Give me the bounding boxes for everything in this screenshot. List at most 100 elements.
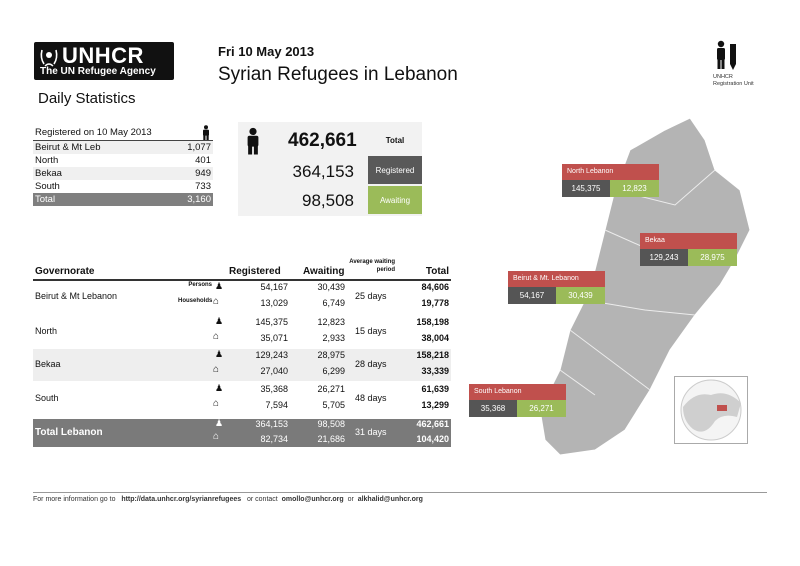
registered-value: 364,153 (292, 162, 354, 181)
footer-email-2[interactable]: alkhalid@unhcr.org (357, 496, 423, 503)
reg-unit-line-2: Registration Unit (713, 81, 754, 87)
households-total: 13,299 (421, 400, 449, 410)
household-icon: ⌂ (213, 431, 220, 442)
persons-registered: 145,375 (255, 317, 288, 327)
governorate-name: Beirut & Mt Lebanon (35, 291, 118, 301)
report-date: Fri 10 May 2013 (218, 44, 315, 59)
footer-divider (33, 492, 767, 493)
row-label: North (35, 155, 59, 166)
persons-awaiting: 26,271 (317, 384, 345, 394)
region-awaiting: 28,975 (688, 249, 737, 266)
households-registered: 35,071 (260, 333, 288, 343)
governorate-row-beirut: Beirut & Mt Lebanon Persons Households ♟… (33, 281, 451, 313)
persons-registered: 364,153 (255, 419, 288, 429)
households-registered: 27,040 (260, 366, 288, 376)
households-total: 19,778 (421, 298, 449, 308)
person-icon (203, 124, 209, 140)
awaiting-value: 98,508 (302, 191, 354, 210)
logo-subtext: The UN Refugee Agency (40, 66, 156, 77)
governorate-total-row: Total Lebanon ♟ ⌂ 364,153 82,734 98,508 … (33, 418, 451, 447)
governorate-row-south: South ♟ ⌂ 35,368 7,594 26,271 5,705 48 d… (33, 383, 451, 415)
col-awaiting: Awaiting (303, 266, 345, 277)
row-value: 401 (195, 155, 211, 166)
map-label-beirut: Beirut & Mt. Lebanon 54,167 30,439 (508, 271, 605, 304)
region-registered: 35,368 (469, 400, 517, 417)
col-total: Total (425, 266, 449, 277)
map-label-bekaa: Bekaa 129,243 28,975 (640, 233, 737, 266)
inset-map (674, 376, 748, 444)
persons-label: Persons (188, 282, 212, 288)
households-total: 104,420 (416, 434, 449, 444)
table-row: Bekaa 949 (33, 167, 213, 180)
households-awaiting: 2,933 (322, 333, 345, 343)
person-pen-icon (717, 40, 736, 70)
households-registered: 82,734 (260, 434, 288, 444)
governorate-name: South (35, 393, 59, 403)
footer-contact-lead: or contact (246, 496, 278, 503)
person-icon: ♟ (215, 349, 224, 359)
registered-today-table: Registered on 10 May 2013 Beirut & Mt Le… (33, 124, 213, 206)
total-refugees-value: 462,661 (288, 130, 357, 151)
person-icon: ♟ (215, 281, 224, 291)
person-icon (247, 127, 259, 155)
household-icon: ⌂ (213, 398, 220, 409)
footer-or: or (347, 496, 354, 503)
table-total-row: Total 3,160 (33, 193, 213, 206)
persons-awaiting: 30,439 (317, 282, 345, 292)
inset-region-map (680, 379, 742, 441)
persons-total: 158,198 (416, 317, 449, 327)
footer-email-1[interactable]: omollo@unhcr.org (281, 496, 344, 503)
household-icon: ⌂ (213, 296, 220, 307)
total-value: 3,160 (187, 194, 211, 205)
households-registered: 7,594 (265, 400, 288, 410)
col-governorate: Governorate (35, 266, 95, 277)
table-header: Registered on 10 May 2013 (33, 124, 213, 141)
governorate-table-header: Governorate Registered Awaiting Average … (33, 258, 451, 281)
persons-total: 462,661 (416, 419, 449, 429)
persons-awaiting: 12,823 (317, 317, 345, 327)
table-row: Beirut & Mt Leb 1,077 (33, 141, 213, 154)
persons-awaiting: 98,508 (317, 419, 345, 429)
person-icon: ♟ (215, 383, 224, 393)
region-registered: 129,243 (640, 249, 688, 266)
avg-wait: 15 days (355, 326, 387, 336)
col-registered: Registered (229, 266, 281, 277)
governorate-row-bekaa: Bekaa ♟ ⌂ 129,243 27,040 28,975 6,299 28… (33, 349, 451, 381)
total-label: Total (35, 194, 56, 205)
persons-registered: 54,167 (260, 282, 288, 292)
region-awaiting: 12,823 (610, 180, 659, 197)
logo-text: UNHCR (62, 43, 144, 68)
person-icon: ♟ (215, 418, 224, 428)
avg-wait: 31 days (355, 427, 387, 437)
row-label: South (35, 181, 60, 192)
col-avg-wait-2: period (376, 267, 395, 273)
total-label: Total (368, 126, 422, 154)
table-row: North 401 (33, 154, 213, 167)
region-name: South Lebanon (469, 384, 566, 400)
households-awaiting: 6,749 (322, 298, 345, 308)
row-value: 1,077 (187, 142, 211, 153)
households-label: Households (178, 298, 213, 304)
persons-registered: 129,243 (255, 350, 288, 360)
person-icon: ♟ (215, 316, 224, 326)
persons-total: 84,606 (421, 282, 449, 292)
households-total: 38,004 (421, 333, 449, 343)
footer: For more information go to http://data.u… (33, 496, 423, 503)
persons-total: 158,218 (416, 350, 449, 360)
footer-url-link[interactable]: http://data.unhcr.org/syrianrefugees (121, 496, 242, 503)
region-awaiting: 26,271 (517, 400, 566, 417)
map-label-north: North Lebanon 145,375 12,823 (562, 164, 659, 197)
governorate-row-north: North ♟ ⌂ 145,375 35,071 12,823 2,933 15… (33, 316, 451, 348)
table-row: South 733 (33, 180, 213, 193)
registered-label: Registered (368, 156, 422, 184)
row-value: 733 (195, 181, 211, 192)
table-heading: Registered on 10 May 2013 (35, 126, 152, 138)
governorate-name: Bekaa (35, 359, 61, 369)
registration-unit: UNHCR Registration Unit (713, 40, 773, 87)
region-registered: 54,167 (508, 287, 556, 304)
section-title: Daily Statistics (38, 90, 136, 107)
summary-box: 462,661 Total 364,153 Registered 98,508 … (238, 122, 422, 216)
persons-registered: 35,368 (260, 384, 288, 394)
households-awaiting: 6,299 (322, 366, 345, 376)
awaiting-label: Awaiting (368, 186, 422, 214)
